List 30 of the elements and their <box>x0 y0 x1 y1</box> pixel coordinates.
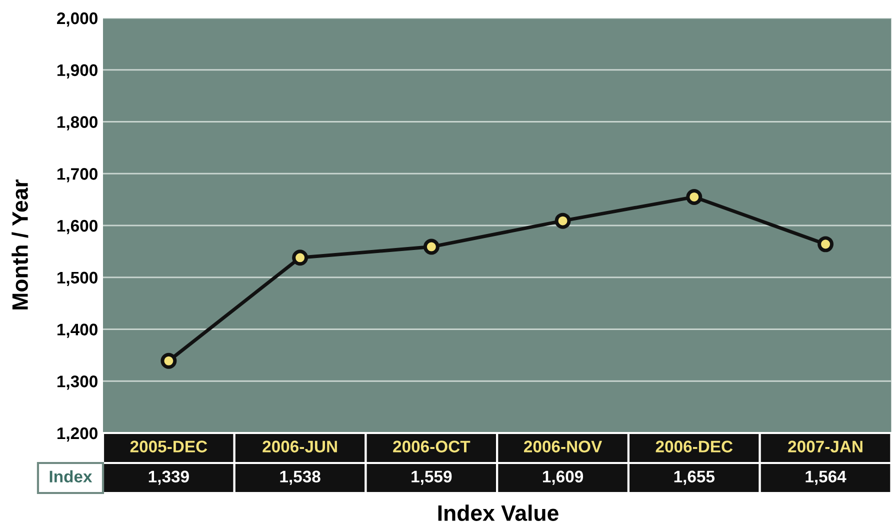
point <box>160 352 177 369</box>
point <box>686 188 702 205</box>
data-label: 1,559 <box>412 470 452 485</box>
data-label: 1,655 <box>674 470 715 485</box>
data-label: 1,564 <box>806 470 846 485</box>
y-axis-title: Month / Year <box>12 179 28 310</box>
x-tick-label: 2005-DEC <box>130 440 208 452</box>
x-tick-label: 2007-JAN <box>788 440 862 452</box>
x-tick-label: 2006-NOV <box>524 440 602 452</box>
y-tick-label: 1,200 <box>57 427 98 442</box>
point <box>292 250 308 266</box>
y-tick-label: 1,400 <box>57 324 98 338</box>
y-tick-label: 1,800 <box>57 116 98 130</box>
data-label: 1,609 <box>542 470 584 485</box>
y-tick-label: 1,700 <box>57 168 98 182</box>
x-tick-label: 2006-OCT <box>393 440 470 452</box>
point <box>818 236 834 252</box>
data-label: 1,339 <box>148 470 189 485</box>
data-label: 1,538 <box>280 470 320 485</box>
y-tick-label: 1,500 <box>57 272 98 286</box>
point <box>554 212 571 229</box>
y-tick-label: 2,000 <box>57 12 98 27</box>
x-axis-title: Index Value <box>438 504 558 521</box>
y-tick-label: 1,600 <box>57 220 98 234</box>
x-tick-label: 2006-DEC <box>656 440 733 452</box>
x-tick-label: 2006-JUN <box>262 440 337 452</box>
y-tick-label: 1,900 <box>57 64 98 78</box>
point <box>423 238 440 255</box>
text: Index <box>50 470 92 482</box>
y-tick-label: 1,300 <box>57 376 98 390</box>
